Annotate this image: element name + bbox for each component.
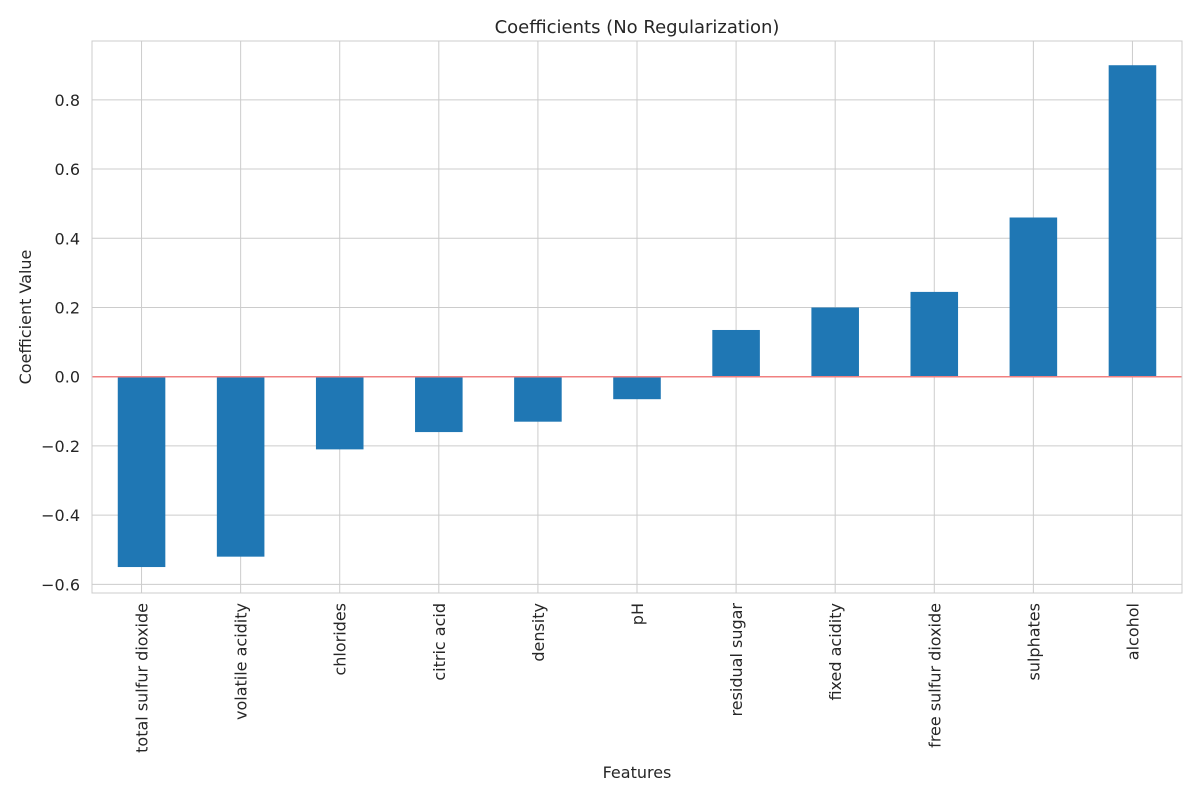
plot-frame xyxy=(91,40,1183,594)
x-tick-label: total sulfur dioxide xyxy=(133,603,152,753)
x-tick-label: chlorides xyxy=(331,603,350,676)
bar xyxy=(1009,217,1058,377)
x-tick-label: alcohol xyxy=(1123,603,1142,660)
bar xyxy=(117,376,166,568)
y-tick-label: −0.6 xyxy=(41,575,80,594)
x-tick-label: pH xyxy=(628,603,647,625)
x-tick-label: residual sugar xyxy=(727,603,746,717)
y-tick-label: 0.2 xyxy=(55,298,80,317)
y-tick-label: −0.4 xyxy=(41,506,80,525)
x-tick-labels: total sulfur dioxide volatile acidity chlo… xyxy=(133,603,1143,753)
bar xyxy=(415,376,463,433)
x-tick-label: sulphates xyxy=(1024,603,1043,680)
x-tick-label: citric acid xyxy=(430,603,449,681)
bar xyxy=(712,329,760,377)
x-tick-label: density xyxy=(529,603,548,662)
y-tick-label: 0.0 xyxy=(55,368,80,387)
bar xyxy=(910,291,959,377)
bar xyxy=(216,376,265,557)
y-tick-label: 0.8 xyxy=(55,91,80,110)
bar xyxy=(811,307,859,377)
x-tick-label: fixed acidity xyxy=(826,603,845,701)
x-tick-label: volatile acidity xyxy=(232,603,251,720)
y-axis-label: Coefficient Value xyxy=(16,250,35,385)
bar xyxy=(315,376,364,450)
bar xyxy=(613,376,661,400)
y-tick-label: −0.2 xyxy=(41,437,80,456)
y-tick-labels: −0.6 −0.4 −0.2 0.0 0.2 0.4 0.6 0.8 xyxy=(41,91,80,595)
chart-title: Coefficients (No Regularization) xyxy=(495,17,780,38)
y-tick-label: 0.6 xyxy=(55,160,80,179)
x-axis-label: Features xyxy=(603,763,672,782)
bar xyxy=(1108,65,1157,377)
bar xyxy=(514,376,562,422)
x-tick-label: free sulfur dioxide xyxy=(925,603,944,748)
bar-layer xyxy=(117,65,1157,568)
y-tick-label: 0.4 xyxy=(55,229,80,248)
